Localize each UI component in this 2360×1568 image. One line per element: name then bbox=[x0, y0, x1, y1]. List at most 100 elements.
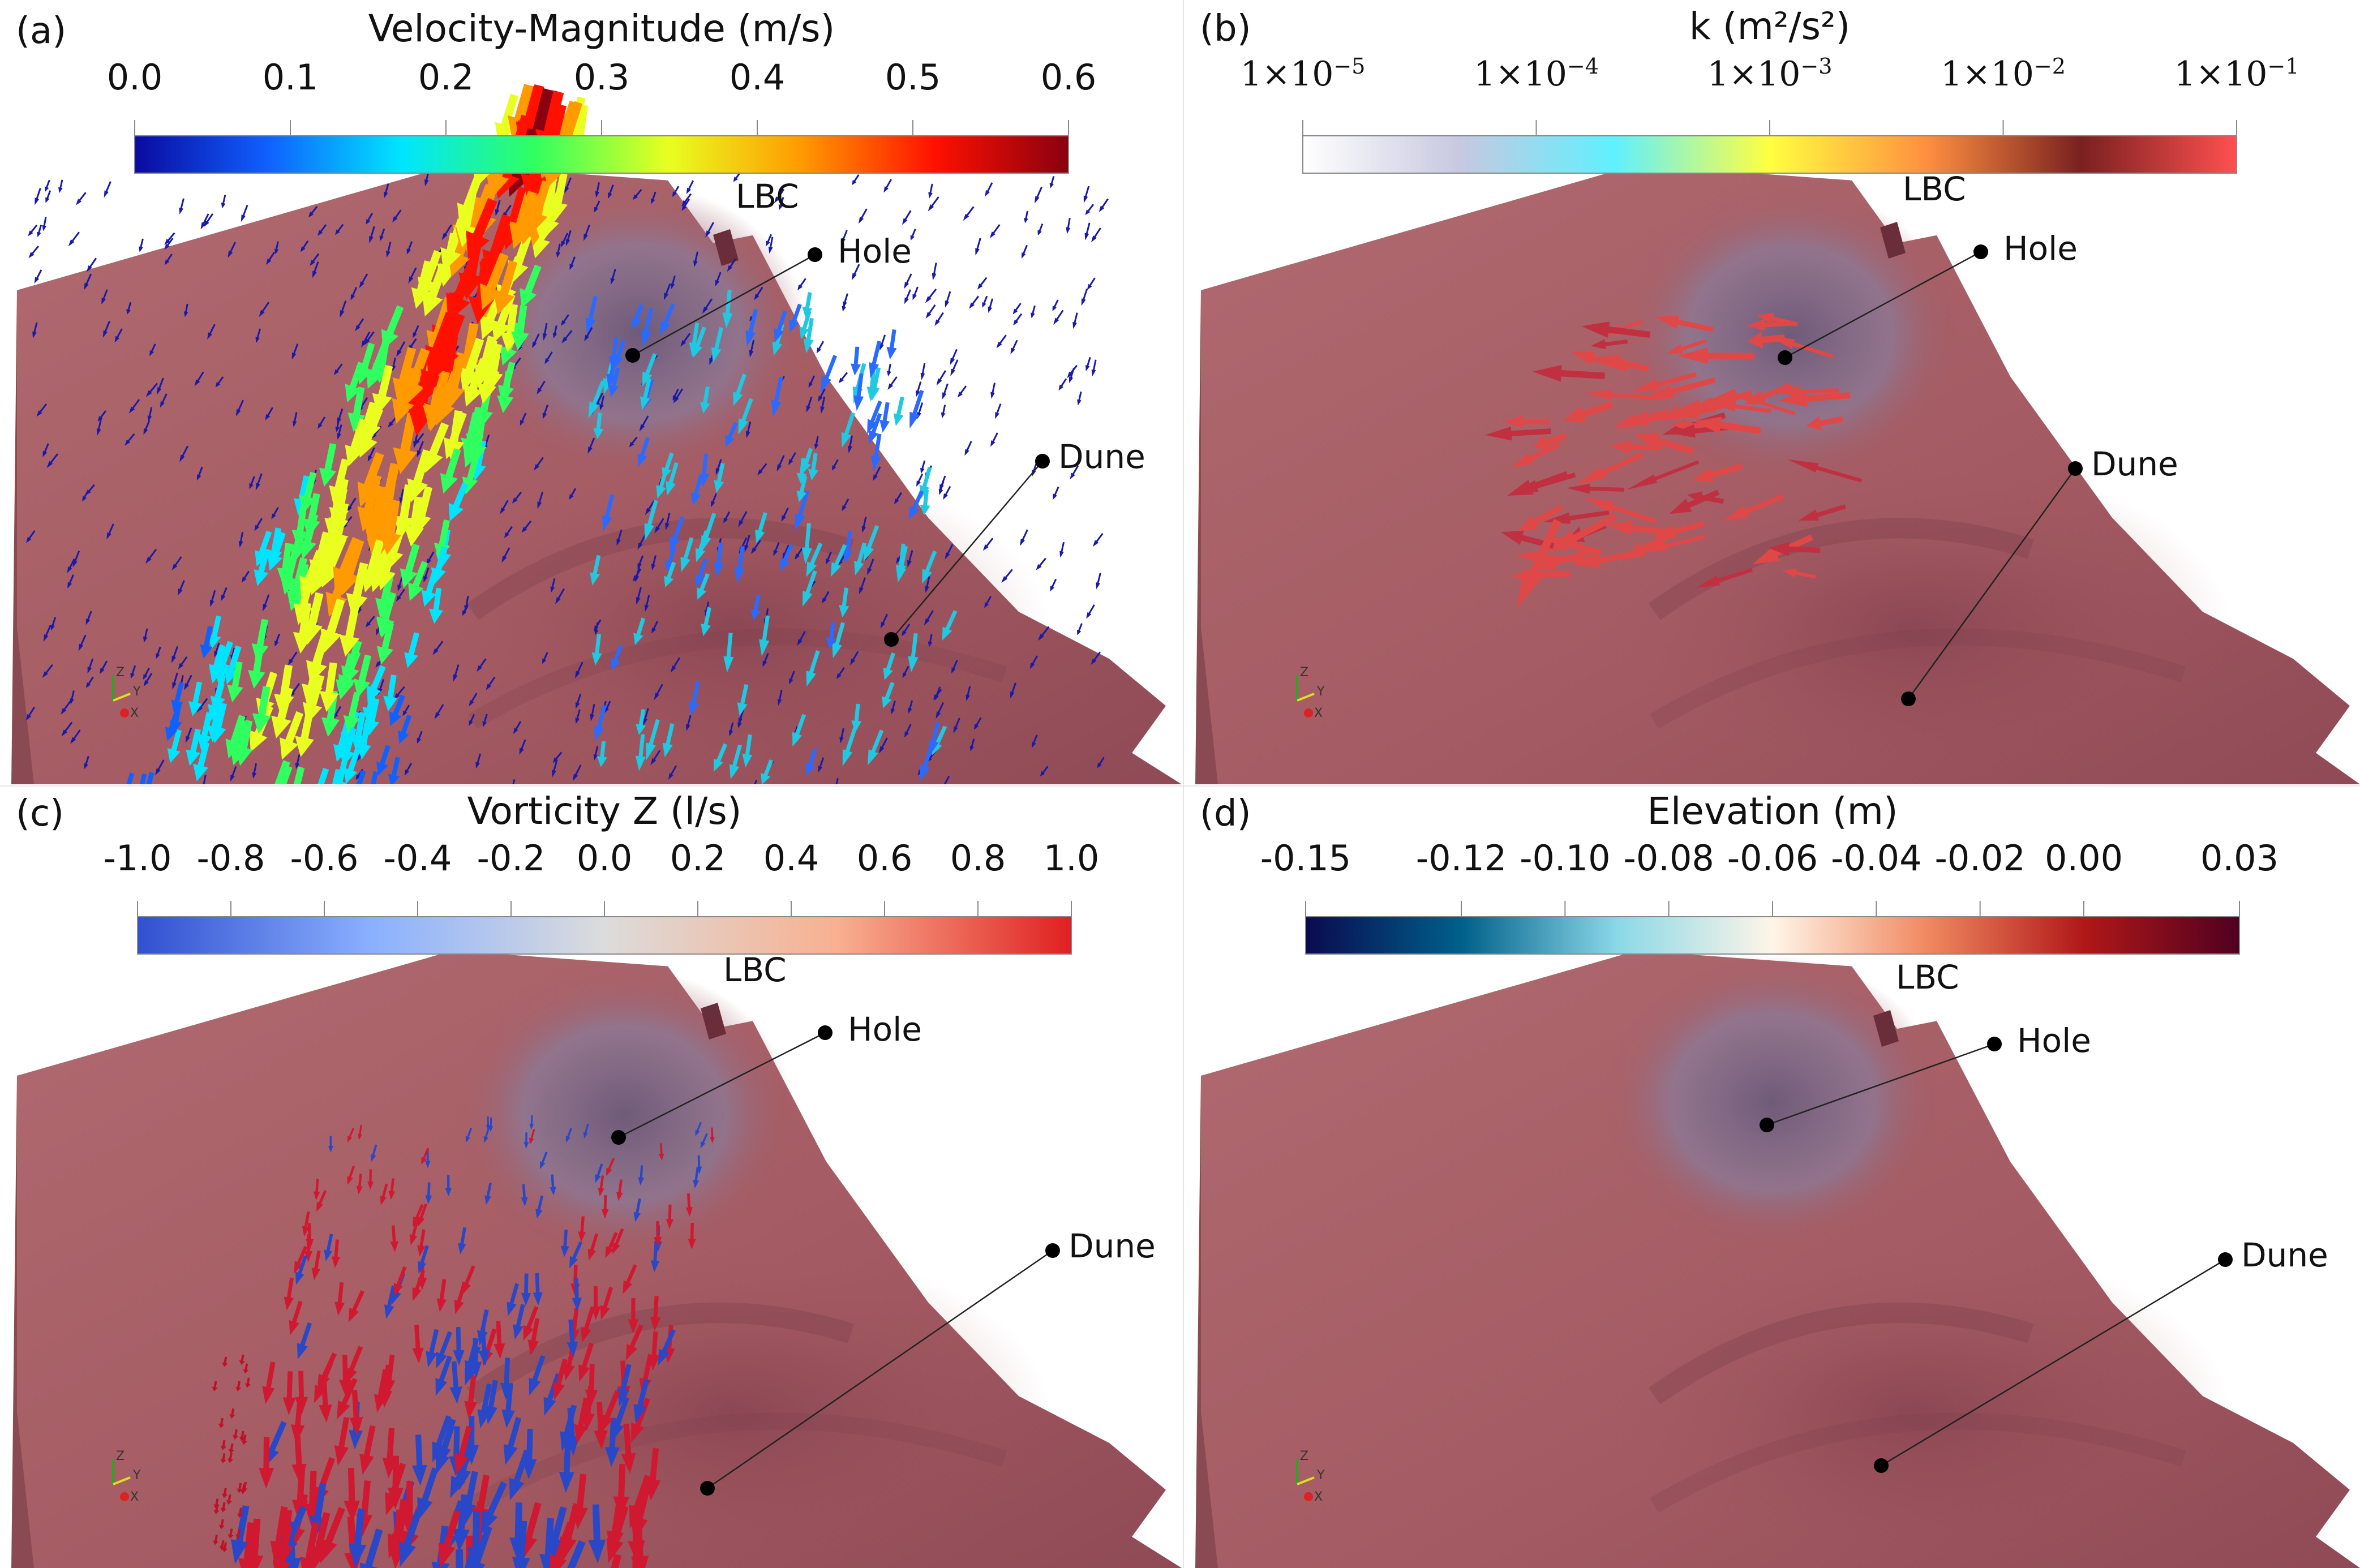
flow-arrow bbox=[714, 743, 728, 772]
flow-arrow bbox=[320, 1507, 345, 1564]
flow-arrow bbox=[446, 259, 478, 322]
flow-arrow bbox=[552, 1358, 568, 1401]
label-dune: Dune bbox=[1069, 1227, 1156, 1265]
flow-arrow bbox=[600, 1286, 613, 1320]
flow-arrow bbox=[280, 550, 299, 595]
flow-arrow bbox=[842, 531, 853, 564]
flow-arrow bbox=[544, 351, 553, 364]
flow-arrow bbox=[271, 507, 279, 519]
colorbar-tick-label: 1×10−4 bbox=[1474, 54, 1599, 94]
flow-arrow bbox=[710, 1127, 715, 1144]
flow-arrow bbox=[393, 1266, 407, 1297]
colorbar-title: k (m²/s²) bbox=[1689, 5, 1851, 48]
flow-arrow bbox=[164, 238, 174, 250]
flow-arrow bbox=[842, 499, 849, 512]
flow-arrow bbox=[521, 1273, 531, 1306]
x-axis-icon bbox=[1304, 708, 1313, 718]
flow-arrow bbox=[227, 1453, 234, 1463]
flow-arrow bbox=[144, 772, 155, 784]
flow-arrow bbox=[1032, 734, 1038, 748]
flow-arrow bbox=[659, 1143, 664, 1161]
flow-arrow bbox=[272, 760, 290, 784]
flow-arrow bbox=[601, 1195, 609, 1219]
flow-arrow bbox=[1768, 542, 1821, 556]
flow-arrow bbox=[288, 651, 298, 665]
flow-arrow bbox=[701, 607, 711, 637]
flow-arrow bbox=[149, 343, 156, 356]
flow-arrow bbox=[234, 720, 253, 766]
flow-arrow bbox=[1583, 497, 1657, 525]
flow-arrow bbox=[366, 213, 373, 225]
flow-arrow bbox=[663, 283, 671, 300]
colorbar-tick-label: -0.04 bbox=[1831, 837, 1922, 879]
flow-arrow bbox=[912, 286, 919, 300]
flow-arrow bbox=[1034, 186, 1043, 204]
flow-arrow bbox=[910, 229, 916, 240]
flow-arrow bbox=[803, 570, 817, 607]
flow-arrow bbox=[251, 618, 269, 662]
flow-arrow bbox=[1581, 321, 1651, 338]
flow-arrow bbox=[25, 706, 36, 721]
flow-arrow bbox=[58, 179, 63, 194]
flow-arrow bbox=[598, 1175, 604, 1197]
flow-arrow bbox=[215, 376, 224, 388]
colorbar-tick-label: 1×10−5 bbox=[1241, 54, 1366, 94]
flow-arrow bbox=[480, 1481, 507, 1535]
flow-arrow bbox=[218, 1519, 225, 1530]
flow-arrow bbox=[594, 704, 607, 741]
flow-arrow bbox=[46, 453, 59, 469]
flow-arrow bbox=[599, 396, 605, 411]
flow-arrow bbox=[436, 1331, 452, 1369]
colorbar-tick-label: -0.2 bbox=[477, 837, 546, 879]
flow-arrow bbox=[1547, 513, 1617, 552]
hole-leader-line bbox=[632, 254, 816, 356]
flow-arrow bbox=[1070, 465, 1079, 480]
flow-arrow bbox=[698, 453, 710, 488]
flow-arrow bbox=[178, 580, 185, 596]
flow-arrow bbox=[848, 435, 853, 453]
flow-arrow bbox=[797, 631, 806, 646]
flow-arrow bbox=[593, 746, 599, 761]
flow-arrow bbox=[466, 197, 497, 260]
flow-arrow bbox=[839, 587, 849, 618]
flow-arrow bbox=[780, 544, 793, 571]
flow-arrow bbox=[474, 336, 496, 386]
flow-arrow bbox=[477, 1309, 489, 1346]
lbc-structure bbox=[701, 1003, 726, 1039]
flow-arrow bbox=[693, 251, 699, 268]
flow-arrow bbox=[245, 1518, 264, 1568]
flow-arrow bbox=[513, 1304, 525, 1340]
flow-arrow bbox=[990, 383, 996, 399]
flow-arrow bbox=[569, 256, 576, 270]
flow-arrow bbox=[908, 633, 919, 673]
flow-arrow bbox=[465, 1127, 473, 1143]
flow-arrow bbox=[244, 1377, 251, 1388]
flow-arrow bbox=[990, 432, 998, 447]
flow-arrow bbox=[213, 1503, 220, 1514]
colorbar bbox=[138, 917, 1071, 954]
flow-arrow bbox=[344, 748, 361, 784]
flow-arrow bbox=[973, 717, 982, 730]
flow-arrow bbox=[753, 779, 758, 784]
flow-arrow bbox=[212, 1381, 218, 1391]
flow-arrow bbox=[608, 337, 619, 370]
colorbar-title: Velocity-Magnitude (m/s) bbox=[368, 7, 835, 50]
flow-arrow bbox=[179, 198, 184, 214]
flow-arrow bbox=[511, 305, 529, 351]
flow-arrow bbox=[243, 1363, 249, 1374]
flow-arrow bbox=[399, 1509, 422, 1567]
flow-arrow bbox=[507, 1283, 519, 1316]
flow-arrow bbox=[379, 500, 401, 556]
flow-arrow bbox=[858, 208, 868, 224]
flow-arrow bbox=[396, 588, 405, 602]
flow-arrow bbox=[375, 571, 395, 619]
flow-arrow bbox=[156, 646, 161, 659]
flow-arrow bbox=[344, 1467, 361, 1523]
flow-arrow bbox=[423, 422, 449, 473]
flow-arrow bbox=[859, 577, 866, 595]
flow-arrow bbox=[552, 751, 563, 763]
flow-arrow bbox=[28, 224, 38, 237]
flow-arrow bbox=[425, 1182, 432, 1205]
flow-arrow bbox=[532, 333, 540, 349]
flow-arrow bbox=[387, 1501, 410, 1559]
